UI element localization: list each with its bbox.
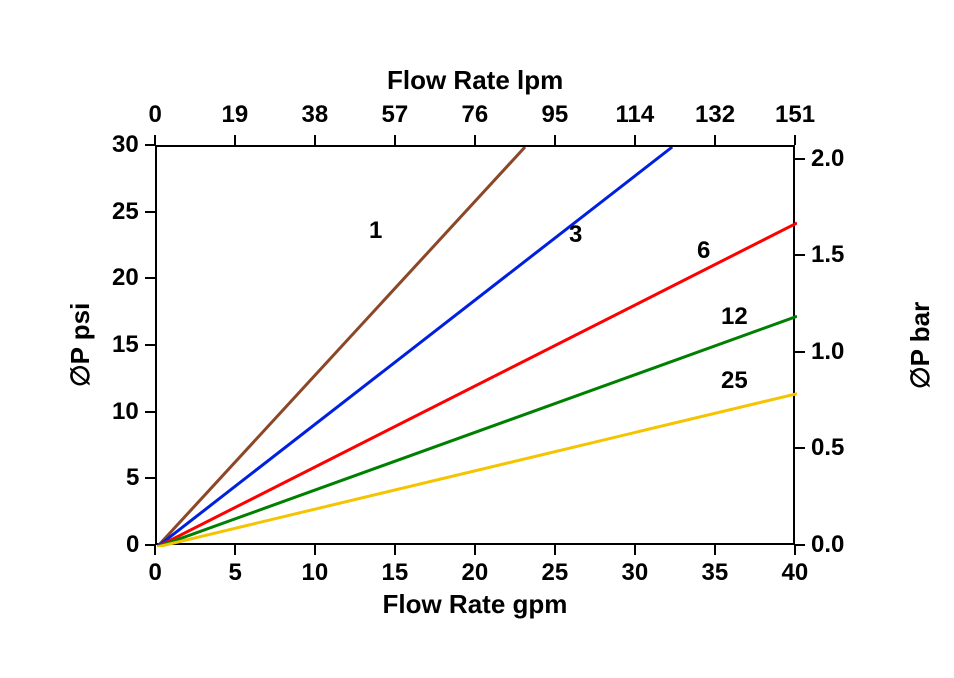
tick-mark	[145, 144, 155, 146]
tick-mark	[795, 351, 805, 353]
tick-label: 5	[126, 464, 139, 492]
tick-mark	[145, 544, 155, 546]
tick-label: 1.5	[811, 241, 844, 269]
tick-mark	[394, 545, 396, 555]
tick-mark	[145, 344, 155, 346]
series-label: 25	[721, 367, 748, 395]
tick-mark	[234, 135, 236, 145]
tick-label: 1.0	[811, 338, 844, 366]
x-top-axis-title: Flow Rate lpm	[387, 65, 563, 96]
tick-mark	[314, 545, 316, 555]
tick-label: 20	[112, 264, 139, 292]
tick-label: 25	[112, 198, 139, 226]
tick-mark	[145, 411, 155, 413]
tick-label: 15	[112, 331, 139, 359]
tick-label: 0.0	[811, 531, 844, 559]
series-label: 12	[721, 303, 748, 331]
tick-mark	[145, 211, 155, 213]
x-bottom-axis-title: Flow Rate gpm	[383, 589, 568, 620]
tick-label: 20	[462, 559, 489, 587]
tick-label: 0	[126, 531, 139, 559]
tick-label: 10	[302, 559, 329, 587]
tick-label: 15	[382, 559, 409, 587]
tick-mark	[795, 447, 805, 449]
tick-label: 0	[149, 101, 162, 129]
tick-mark	[795, 254, 805, 256]
tick-label: 40	[782, 559, 809, 587]
series-line	[157, 223, 797, 547]
tick-label: 38	[302, 101, 329, 129]
plot-area	[155, 145, 795, 545]
tick-mark	[714, 135, 716, 145]
tick-label: 95	[542, 101, 569, 129]
tick-label: 30	[622, 559, 649, 587]
y-right-axis-title: ∅P bar	[905, 301, 936, 388]
tick-label: 25	[542, 559, 569, 587]
series-line	[157, 316, 797, 547]
tick-mark	[634, 135, 636, 145]
tick-mark	[634, 545, 636, 555]
tick-label: 76	[462, 101, 489, 129]
tick-mark	[794, 545, 796, 555]
tick-label: 114	[616, 101, 655, 129]
tick-mark	[474, 135, 476, 145]
series-svg	[157, 147, 797, 547]
tick-mark	[394, 135, 396, 145]
tick-label: 0.5	[811, 434, 844, 462]
chart-container: Flow Rate lpm Flow Rate gpm ∅P psi ∅P ba…	[0, 0, 954, 678]
y-left-axis-title: ∅P psi	[65, 303, 96, 387]
tick-label: 19	[222, 101, 249, 129]
series-label: 3	[569, 221, 582, 249]
tick-mark	[234, 545, 236, 555]
tick-mark	[314, 135, 316, 145]
series-label: 1	[369, 217, 382, 245]
series-line	[157, 147, 525, 547]
series-line	[157, 394, 797, 547]
tick-mark	[794, 135, 796, 145]
tick-mark	[154, 545, 156, 555]
tick-mark	[714, 545, 716, 555]
tick-label: 5	[229, 559, 242, 587]
tick-label: 35	[702, 559, 729, 587]
tick-mark	[795, 544, 805, 546]
tick-label: 0	[149, 559, 162, 587]
tick-label: 10	[112, 398, 139, 426]
tick-mark	[554, 545, 556, 555]
series-line	[157, 147, 672, 547]
tick-mark	[554, 135, 556, 145]
series-label: 6	[697, 237, 710, 265]
tick-label: 2.0	[811, 145, 844, 173]
tick-mark	[474, 545, 476, 555]
tick-label: 57	[382, 101, 409, 129]
tick-label: 132	[695, 101, 735, 129]
tick-label: 30	[112, 131, 139, 159]
tick-mark	[145, 277, 155, 279]
tick-label: 151	[775, 101, 815, 129]
tick-mark	[145, 477, 155, 479]
tick-mark	[795, 158, 805, 160]
